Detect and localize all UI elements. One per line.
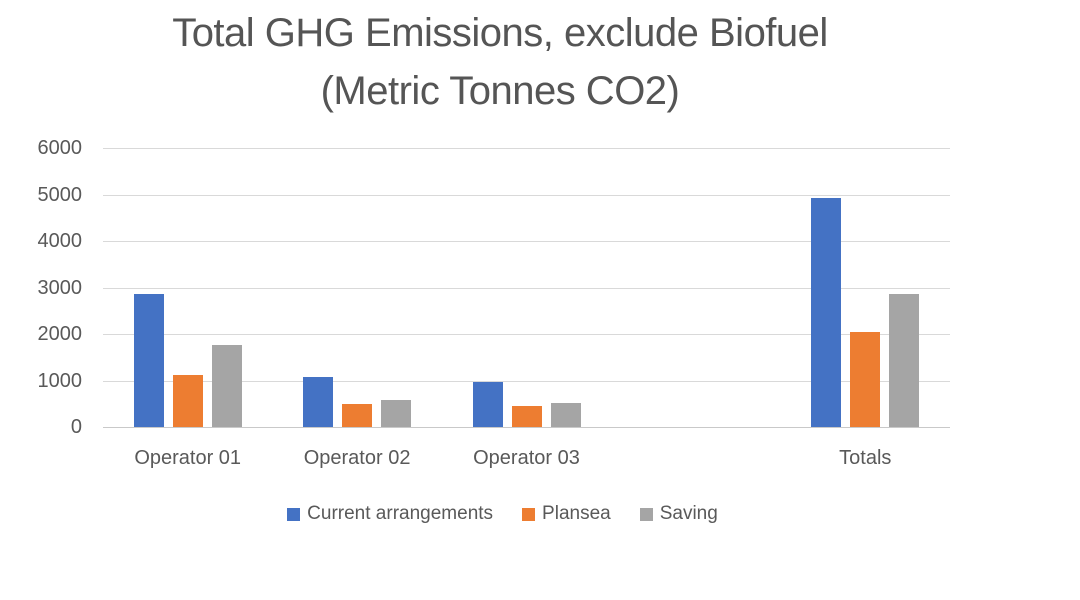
- bar: [133, 293, 164, 427]
- bar: [472, 381, 503, 427]
- legend-swatch: [522, 507, 536, 521]
- chart-title-line1: Total GHG Emissions, exclude Biofuel: [172, 11, 828, 55]
- bar: [889, 293, 920, 427]
- legend-swatch: [287, 507, 301, 521]
- x-category-label: Operator 03: [473, 447, 580, 469]
- chart-title: Total GHG Emissions, exclude Biofuel (Me…: [0, 4, 1000, 120]
- y-tick-label: 2000: [37, 323, 83, 345]
- legend-label: Plansea: [542, 503, 611, 524]
- x-category-label: Operator 02: [303, 447, 411, 469]
- legend: Current arrangements Plansea Saving: [0, 503, 1005, 525]
- legend-label: Saving: [659, 503, 718, 524]
- bar: [850, 331, 881, 427]
- bar: [342, 404, 373, 427]
- legend-item: Saving: [639, 503, 718, 525]
- legend-swatch: [639, 507, 653, 521]
- legend-item: Current arrangements: [287, 503, 493, 525]
- x-axis-line: [103, 427, 950, 428]
- gridline: [103, 194, 950, 196]
- gridline: [103, 380, 950, 382]
- bar: [381, 399, 412, 427]
- legend-label: Current arrangements: [307, 503, 494, 524]
- bar: [211, 345, 242, 427]
- y-tick-label: 3000: [37, 276, 83, 299]
- y-tick-label: 0: [70, 416, 82, 438]
- y-tick-label: 5000: [37, 183, 83, 206]
- bar: [172, 375, 203, 427]
- gridline: [103, 287, 950, 289]
- gridline: [103, 334, 950, 335]
- plot-area: [103, 148, 950, 428]
- x-category-label: Operator 01: [134, 447, 242, 469]
- gridline: [103, 241, 950, 242]
- bar: [511, 406, 542, 427]
- bar: [550, 402, 581, 427]
- bar: [811, 198, 842, 427]
- y-tick-label: 4000: [37, 230, 83, 252]
- bar: [303, 376, 334, 427]
- gridline: [103, 148, 950, 149]
- legend-item: Plansea: [522, 503, 611, 525]
- y-tick-label: 6000: [37, 137, 83, 159]
- x-category-label: Totals: [839, 447, 892, 469]
- y-tick-label: 1000: [37, 369, 83, 392]
- chart-title-line2: (Metric Tonnes CO2): [320, 69, 680, 113]
